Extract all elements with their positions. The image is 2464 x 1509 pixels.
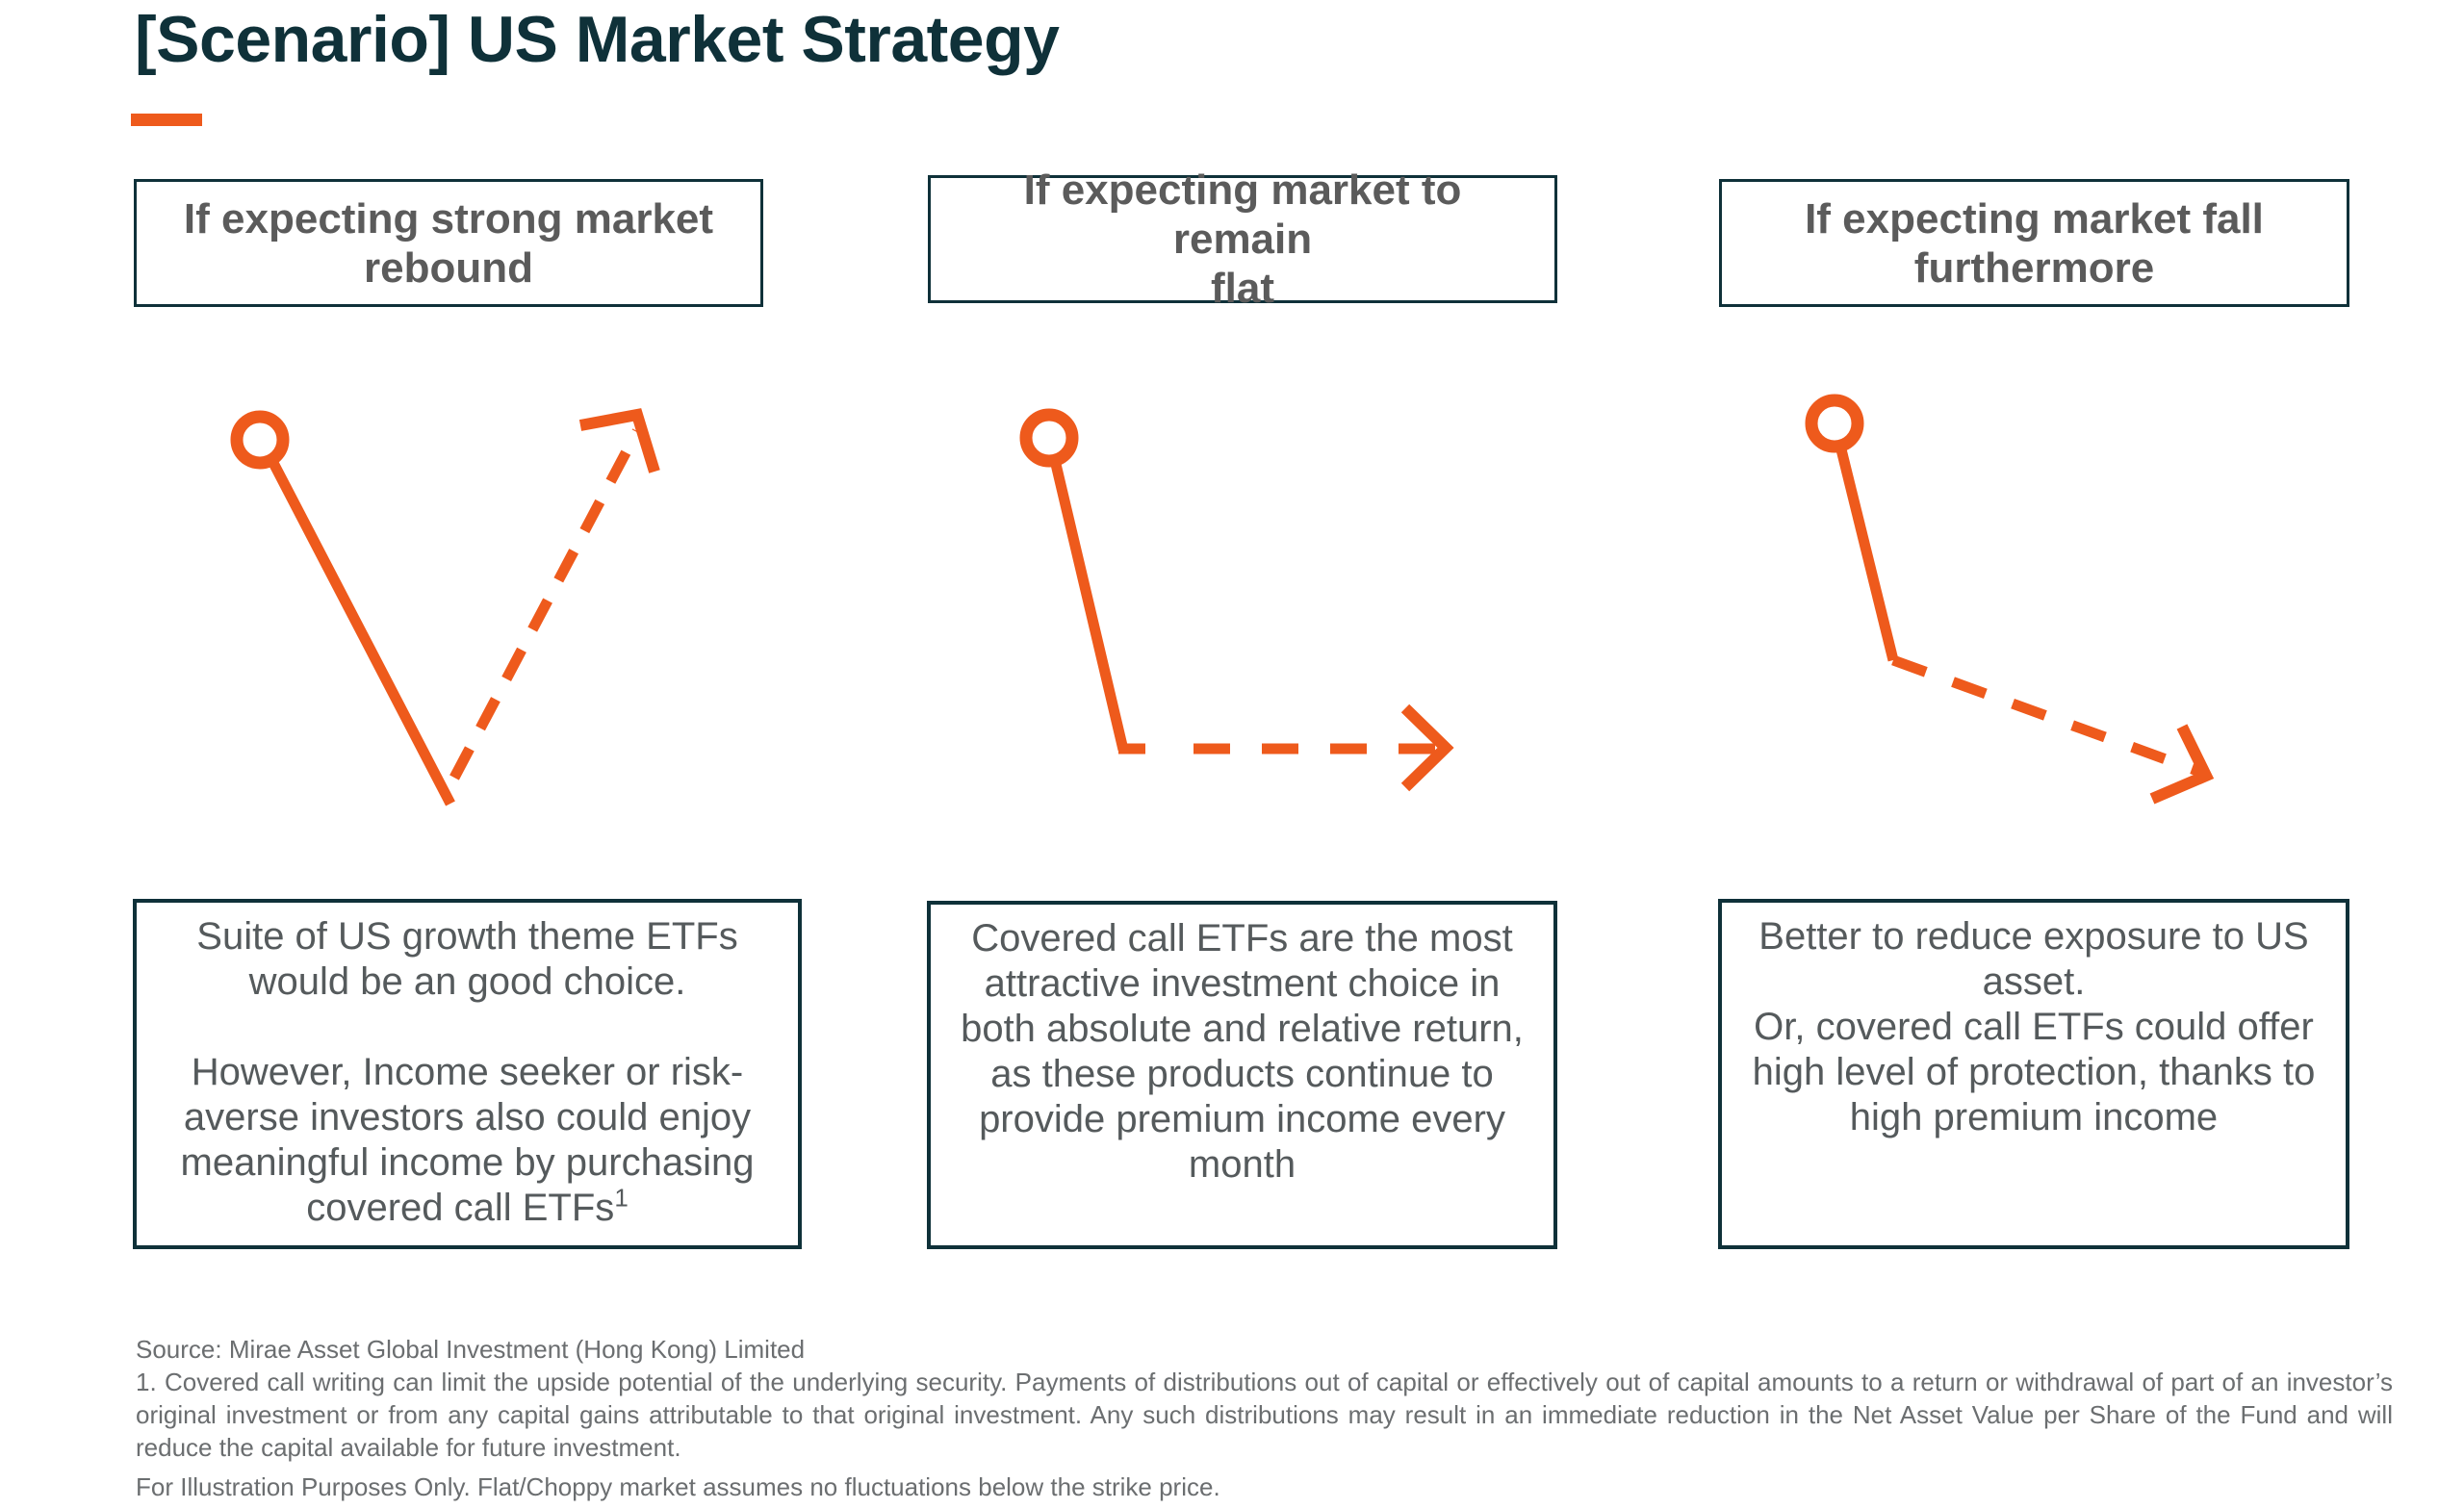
description-line: month bbox=[1188, 1143, 1296, 1186]
description-line: high level of protection, thanks to bbox=[1752, 1051, 2316, 1093]
heading-line: flat bbox=[1211, 265, 1274, 312]
scenario-flat-heading: If expecting market to remain flat bbox=[928, 166, 1557, 312]
description-line: provide premium income every bbox=[979, 1098, 1505, 1140]
description-line: asset. bbox=[1982, 960, 2086, 1003]
drop-then-flat-arrow-icon bbox=[1019, 408, 1454, 792]
scenario-flat-description: Covered call ETFs are the most attractiv… bbox=[927, 901, 1557, 1249]
description-line: both absolute and relative return, bbox=[961, 1008, 1524, 1050]
description-line: Suite of US growth theme ETFs bbox=[196, 915, 738, 958]
continued-decline-arrow-icon bbox=[1805, 394, 2215, 805]
scenario-fall-description: Better to reduce exposure to US asset. O… bbox=[1718, 899, 2349, 1249]
footnote-marker: 1 bbox=[614, 1183, 629, 1213]
heading-line: If expecting market fall bbox=[1805, 194, 2264, 243]
description-line: meaningful income by purchasing bbox=[180, 1141, 755, 1184]
description-text: covered call ETFs bbox=[306, 1187, 615, 1229]
v-shaped-rebound-arrow-icon bbox=[230, 408, 660, 806]
scenario-fall-heading: If expecting market fall furthermore bbox=[1719, 179, 2349, 307]
title-accent-bar bbox=[131, 114, 202, 126]
scenario-rebound-description: Suite of US growth theme ETFs would be a… bbox=[133, 899, 802, 1249]
source-note: Source: Mirae Asset Global Investment (H… bbox=[136, 1335, 806, 1364]
footnote-1: 1. Covered call writing can limit the up… bbox=[136, 1368, 2393, 1462]
description-line: However, Income seeker or risk- bbox=[191, 1051, 744, 1093]
illustration-disclaimer: For Illustration Purposes Only. Flat/Cho… bbox=[136, 1472, 1220, 1501]
description-line: Or, covered call ETFs could offer bbox=[1754, 1006, 2314, 1048]
heading-line: If expecting strong market bbox=[183, 194, 714, 243]
description-line: as these products continue to bbox=[990, 1053, 1494, 1095]
description-line: high premium income bbox=[1849, 1096, 2219, 1138]
page-title: [Scenario] US Market Strategy bbox=[135, 3, 1060, 76]
description-line: covered call ETFs1 bbox=[160, 1186, 775, 1231]
description-line: averse investors also could enjoy bbox=[183, 1096, 752, 1138]
heading-line: furthermore bbox=[1913, 243, 2155, 292]
description-line: attractive investment choice in bbox=[984, 962, 1501, 1005]
description-line: Better to reduce exposure to US bbox=[1758, 915, 2309, 958]
description-line: would be an good choice. bbox=[248, 960, 686, 1003]
heading-line: If expecting market to remain bbox=[1023, 166, 1462, 263]
scenario-rebound-heading: If expecting strong market rebound bbox=[134, 179, 763, 307]
description-line: Covered call ETFs are the most bbox=[971, 917, 1513, 959]
heading-line: rebound bbox=[364, 243, 533, 292]
